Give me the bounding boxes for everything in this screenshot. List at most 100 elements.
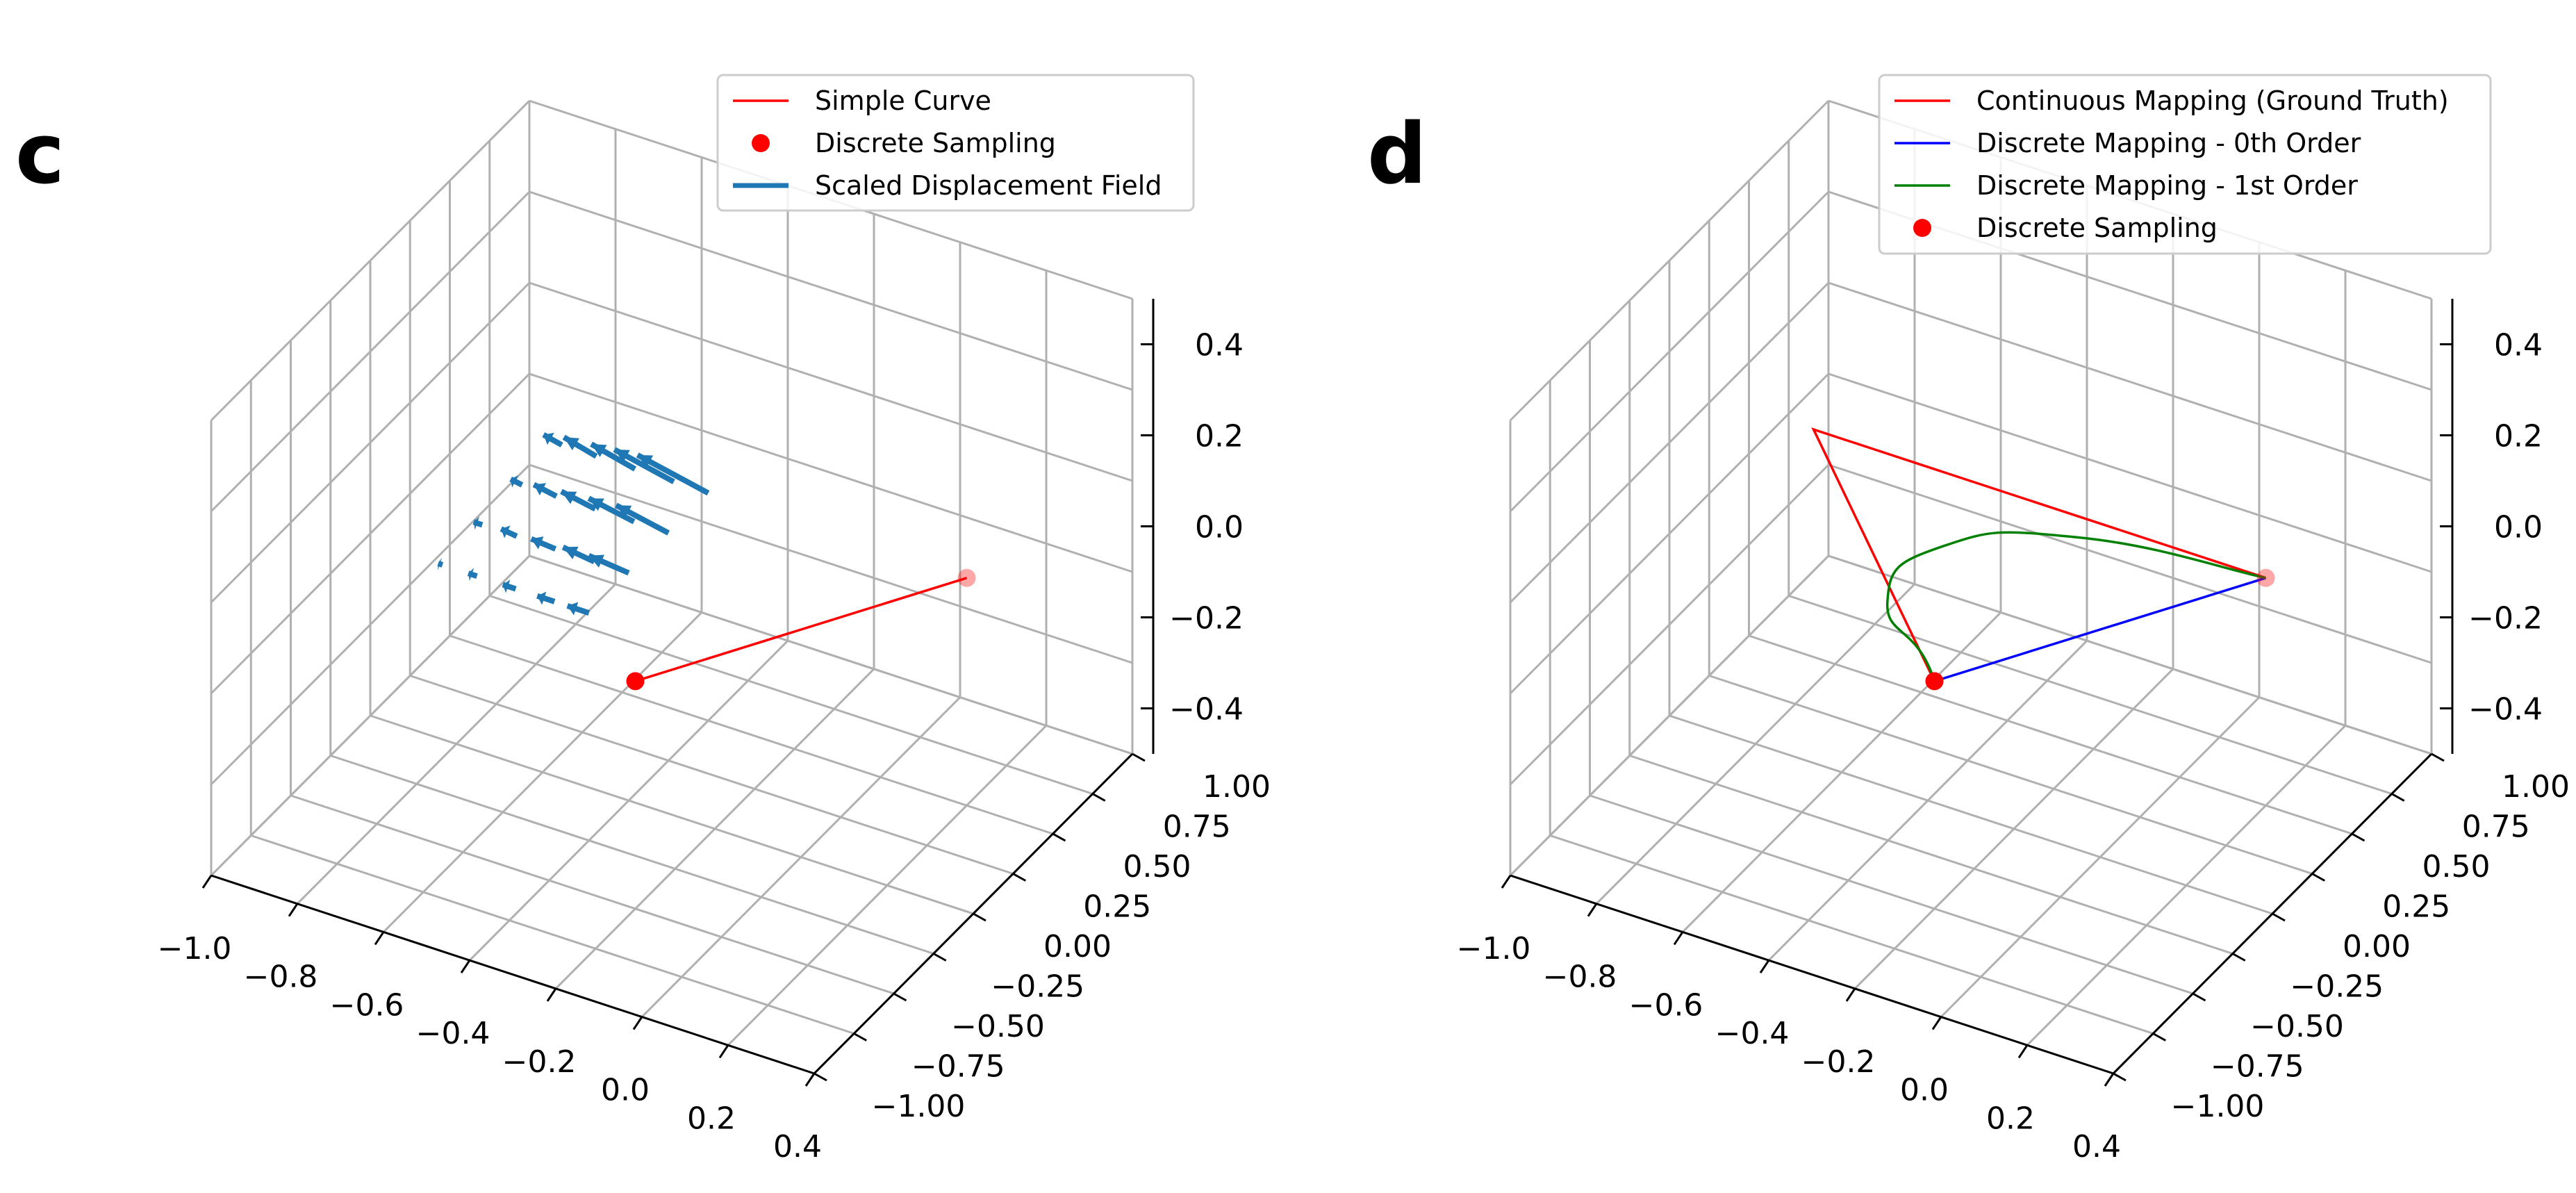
panel-label-c: c — [15, 106, 65, 203]
x-tick-mark — [1673, 931, 1684, 946]
x-axis-line — [210, 874, 815, 1075]
floor-gridline — [290, 794, 894, 995]
x-tick-labels: −1.0 −0.8 −0.6 −0.4 −0.2 0.0 0.2 0.4 — [158, 931, 822, 1165]
backwall-gridline — [529, 463, 1133, 664]
y-tick-label: 1.00 — [2502, 769, 2570, 805]
data-series — [1811, 427, 2275, 691]
y-tick-label: −0.25 — [2290, 969, 2384, 1005]
y-tick-mark — [1132, 752, 1146, 762]
legend-box — [716, 74, 1195, 212]
y-tick-mark — [853, 1032, 867, 1042]
sample-point — [2256, 568, 2275, 587]
y-tick-label: 0.75 — [2462, 809, 2530, 845]
z-tick-label: 0.0 — [1195, 510, 1244, 545]
legend: Simple Curve Discrete Sampling Scaled Disp… — [716, 74, 1195, 212]
x-tick-label: 0.2 — [1986, 1101, 2035, 1136]
x-tick-mark — [1845, 988, 1856, 1002]
backwall-gridline — [529, 190, 1133, 391]
sidewall-gridline — [1509, 372, 1830, 695]
z-tick-labels: −0.4 −0.2 0.0 0.2 0.4 — [1169, 328, 1244, 727]
displacement-arrow-head — [537, 591, 547, 605]
displacement-arrow-head — [561, 491, 577, 504]
displacement-arrow-head — [591, 444, 607, 457]
sidewall-gridline — [210, 372, 531, 695]
y-tick-mark — [2311, 873, 2325, 882]
legend-label: Scaled Displacement Field — [815, 170, 1162, 201]
axes — [1501, 299, 2454, 1087]
floor-gridline — [1708, 675, 2313, 875]
panel-d: d −1.0 −0.8 −0.6 −0.4 −0.2 0.0 0.2 0.4 −1.00 −0.7… — [1367, 74, 2570, 1165]
x-tick-mark — [804, 1073, 816, 1087]
y-tick-label: 0.50 — [2422, 849, 2491, 885]
displacement-arrow-head — [543, 432, 554, 445]
x-tick-label: −0.8 — [244, 960, 318, 995]
x-tick-mark — [546, 988, 557, 1002]
floor-gridline — [1749, 634, 2352, 835]
x-tick-label: −0.2 — [1801, 1044, 1876, 1080]
sample-point — [1925, 672, 1944, 691]
x-tick-label: −1.0 — [158, 931, 232, 966]
legend-label: Discrete Mapping - 1st Order — [1976, 170, 2358, 201]
z-tick-label: 0.4 — [2494, 328, 2543, 363]
y-tick-labels: −1.00 −0.75 −0.50 −0.25 0.00 0.25 0.50 0.75 1.00 — [2171, 769, 2570, 1124]
displacement-arrow-head — [563, 437, 579, 450]
y-tick-mark — [2232, 953, 2246, 962]
displacement-arrow-head — [468, 568, 474, 582]
displacement-arrow-head — [563, 546, 579, 559]
floor-gridline — [1590, 794, 2193, 995]
floor-gridline — [409, 675, 1014, 875]
displacement-arrow-head — [534, 483, 547, 496]
y-tick-mark — [2272, 912, 2286, 922]
y-tick-mark — [2431, 752, 2445, 762]
sidewall-gridline — [210, 554, 531, 877]
backwall-gridline — [529, 554, 1133, 755]
series-line — [1886, 531, 2266, 682]
displacement-arrow-head — [588, 498, 604, 511]
data-series — [437, 432, 976, 691]
y-tick-label: −0.75 — [2211, 1049, 2304, 1085]
sidewall-gridline — [1509, 190, 1830, 513]
displacement-arrow-head — [501, 525, 511, 538]
displacement-arrow-head — [616, 505, 632, 518]
z-tick-label: −0.4 — [2468, 692, 2543, 727]
y-tick-label: −0.50 — [2250, 1009, 2344, 1044]
y-tick-label: −1.00 — [2171, 1089, 2265, 1124]
x-tick-label: −0.4 — [416, 1016, 490, 1051]
sidewall-gridline — [1509, 99, 1830, 422]
sidewall-gridline — [210, 463, 531, 786]
x-tick-label: −0.6 — [330, 987, 404, 1023]
legend-label: Simple Curve — [815, 85, 991, 116]
y-tick-label: 0.25 — [2382, 889, 2450, 925]
x-tick-labels: −1.0 −0.8 −0.6 −0.4 −0.2 0.0 0.2 0.4 — [1457, 931, 2121, 1165]
sidewall-gridline — [1509, 463, 1830, 786]
y-tick-label: 0.00 — [1043, 929, 1112, 964]
sidewall-gridline — [1509, 281, 1830, 604]
x-tick-mark — [460, 960, 471, 973]
y-tick-label: −1.00 — [872, 1089, 966, 1124]
backwall-gridline — [1828, 281, 2432, 482]
legend-label: Discrete Sampling — [815, 128, 1056, 158]
x-tick-mark — [1759, 960, 1770, 973]
floor-gridline — [370, 714, 974, 915]
floor-gridline — [330, 755, 934, 955]
legend-marker — [752, 134, 770, 152]
x-tick-mark — [1501, 875, 1512, 889]
displacement-arrow-head — [438, 557, 443, 571]
y-tick-label: 0.00 — [2343, 929, 2411, 964]
floor-gridline — [1549, 834, 2154, 1035]
backwall-gridline — [1828, 554, 2432, 755]
displacement-arrow-head — [637, 454, 654, 468]
y-tick-labels: −1.00 −0.75 −0.50 −0.25 0.00 0.25 0.50 0.75 1.00 — [872, 769, 1271, 1124]
x-tick-label: −0.8 — [1543, 960, 1617, 995]
x-tick-label: 0.4 — [2072, 1129, 2121, 1165]
x-tick-mark — [2104, 1073, 2115, 1087]
displacement-arrow-head — [531, 536, 544, 550]
legend-marker — [1913, 219, 1931, 237]
grid-lines — [210, 99, 1134, 1075]
sidewall-gridline — [210, 190, 531, 513]
z-tick-labels: −0.4 −0.2 0.0 0.2 0.4 — [2468, 328, 2543, 727]
floor-gridline — [250, 834, 854, 1035]
x-tick-label: −0.4 — [1715, 1016, 1790, 1051]
y-tick-mark — [814, 1072, 827, 1082]
sample-point — [626, 672, 645, 691]
